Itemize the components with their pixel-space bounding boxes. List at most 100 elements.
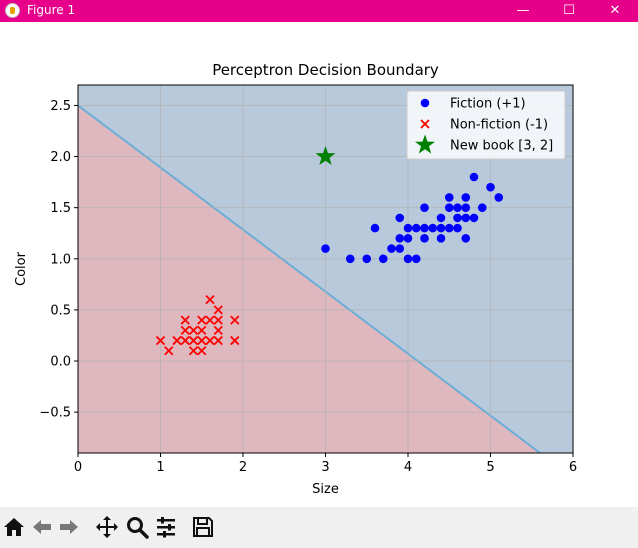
nonfiction-point — [197, 346, 207, 356]
back-icon[interactable] — [28, 513, 56, 541]
fiction-point — [387, 244, 396, 253]
y-tick-label: 2.5 — [50, 99, 71, 114]
navigation-toolbar — [0, 507, 638, 548]
nonfiction-point — [205, 335, 215, 346]
x-stroke — [188, 335, 199, 346]
nonfiction-point — [155, 335, 166, 346]
nonfiction-point — [172, 335, 182, 346]
legend: Fiction (+1) Non-fiction (-1) New book [3,… — [406, 90, 566, 160]
x-stroke — [205, 335, 215, 346]
fiction-point — [395, 244, 405, 253]
nonfiction-point — [164, 346, 174, 356]
close-button[interactable]: ✕ — [609, 3, 621, 18]
x-stroke — [420, 119, 430, 129]
fiction-point — [403, 234, 413, 243]
nonfiction-point — [230, 315, 240, 325]
fiction-point — [453, 213, 462, 223]
fiction-point — [436, 213, 446, 223]
fiction-point — [469, 172, 479, 182]
fiction-point — [395, 234, 405, 243]
x-stroke — [188, 346, 199, 356]
x-tick-label: 5 — [486, 460, 494, 475]
fiction-point — [411, 223, 421, 233]
nonfiction-point — [205, 295, 215, 305]
fiction-point — [486, 182, 495, 192]
x-stroke — [172, 335, 182, 346]
maximize-button[interactable]: ☐ — [563, 3, 575, 18]
fiction-point — [477, 203, 487, 212]
y-axis-label: Color — [14, 251, 29, 286]
chart-title: Perceptron Decision Boundary — [212, 61, 439, 79]
title-bar: Figure 1 — ☐ ✕ — [0, 0, 638, 22]
x-stroke — [197, 315, 207, 325]
x-tick-label: 0 — [74, 460, 82, 475]
fiction-point — [362, 254, 372, 264]
fiction-point — [403, 254, 413, 264]
x-stroke — [230, 315, 240, 325]
legend-marker — [415, 134, 435, 154]
x-stroke — [164, 346, 174, 356]
fiction-point — [411, 254, 421, 264]
fiction-point — [321, 244, 330, 253]
fiction-point — [453, 223, 462, 233]
fiction-point — [461, 213, 471, 223]
nonfiction-point — [213, 315, 223, 325]
x-stroke — [205, 295, 215, 305]
legend-marker — [420, 119, 430, 129]
x-stroke — [205, 315, 215, 325]
fiction-point — [420, 203, 429, 212]
data-points — [155, 146, 504, 356]
perceptron-chart: 0 1 2 3 4 5 6 −0.5 0.0 0.5 1.0 1.5 2.0 2.5 Perceptro… — [14, 61, 577, 497]
fiction-point — [345, 254, 355, 264]
nonfiction-point — [213, 325, 223, 335]
nonfiction-point — [197, 325, 207, 335]
legend-box — [406, 90, 566, 160]
nonfiction-point — [188, 335, 199, 346]
nonfiction-point — [188, 325, 199, 335]
y-tick-label: 1.0 — [50, 252, 71, 267]
fiction-point — [461, 234, 471, 243]
y-tick-label: 0.0 — [50, 355, 71, 370]
x-tick-label: 4 — [404, 460, 412, 475]
fiction-point — [420, 234, 429, 243]
fiction-point — [436, 223, 446, 233]
x-tick-label: 3 — [321, 460, 329, 475]
fiction-point — [494, 193, 504, 202]
fiction-point — [444, 193, 454, 202]
legend-marker — [420, 98, 430, 108]
grid-lines — [78, 85, 573, 453]
y-tick-label: 2.0 — [50, 150, 71, 165]
legend-label: New book [3, 2] — [450, 139, 553, 154]
x-stroke — [213, 335, 223, 346]
x-tick-label: 1 — [156, 460, 164, 475]
configure-icon[interactable] — [152, 513, 180, 541]
minimize-button[interactable]: — — [516, 3, 530, 18]
forward-icon[interactable] — [55, 513, 83, 541]
app-icon — [5, 3, 20, 18]
legend-label: Fiction (+1) — [450, 97, 526, 112]
x-stroke — [197, 346, 207, 356]
save-icon[interactable] — [189, 513, 217, 541]
fiction-point — [461, 193, 471, 202]
fiction-point — [444, 203, 454, 212]
y-tick-label: 1.5 — [50, 201, 71, 216]
nonfiction-point — [213, 335, 223, 346]
fiction-point — [420, 223, 429, 233]
home-icon[interactable] — [0, 513, 28, 541]
fiction-point — [461, 203, 471, 212]
y-axis-ticks: −0.5 0.0 0.5 1.0 1.5 2.0 2.5 — [39, 99, 78, 421]
nonfiction-point — [213, 305, 223, 315]
nonfiction-point — [197, 315, 207, 325]
decision-boundary-line — [78, 104, 541, 453]
nonfiction-point — [197, 335, 207, 346]
x-axis-ticks: 0 1 2 3 4 5 6 — [74, 453, 577, 475]
nonfiction-point — [180, 335, 190, 346]
x-stroke — [197, 325, 207, 335]
pan-icon[interactable] — [93, 513, 121, 541]
new-book-point — [315, 146, 336, 166]
fiction-point — [378, 254, 388, 264]
zoom-icon[interactable] — [123, 513, 151, 541]
legend-label: Non-fiction (-1) — [450, 118, 548, 133]
x-stroke — [155, 335, 166, 346]
nonfiction-point — [230, 335, 240, 346]
